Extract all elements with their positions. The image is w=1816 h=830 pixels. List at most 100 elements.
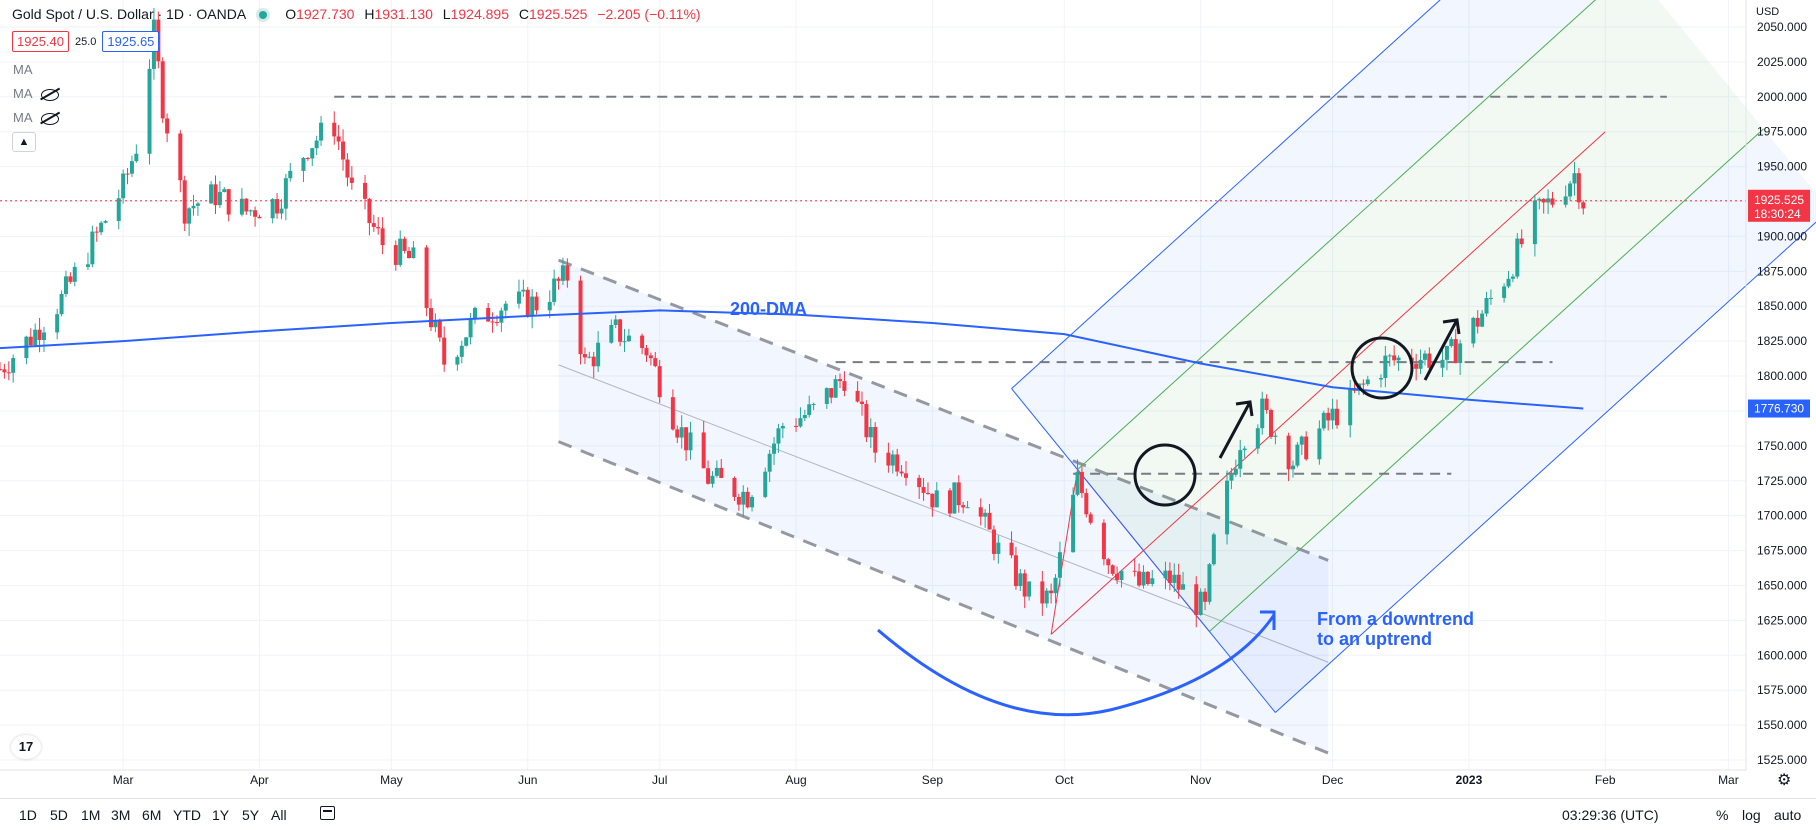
- time-axis[interactable]: Mar Apr May Jun Jul Aug Sep Oct Nov Dec 2023 Feb Mar: [0, 769, 1746, 787]
- tradingview-logo[interactable]: 17: [11, 735, 41, 759]
- candle-body: [1137, 571, 1142, 586]
- candle-body: [1203, 591, 1208, 602]
- candle-body: [1334, 408, 1339, 426]
- calendar-icon[interactable]: [320, 806, 335, 820]
- candle-body: [670, 397, 675, 430]
- collapse-legend-button[interactable]: ▲: [12, 132, 36, 152]
- candle-body: [886, 452, 891, 466]
- candle-body: [1383, 355, 1388, 379]
- buy-button[interactable]: 1925.65: [102, 31, 160, 52]
- candle-body: [996, 542, 1001, 554]
- candle-body: [1119, 570, 1124, 580]
- candle-body: [33, 329, 38, 346]
- candle-body: [1418, 359, 1423, 369]
- candle-body: [437, 320, 442, 338]
- candle-body: [253, 210, 258, 217]
- range-1y-button[interactable]: 1Y: [212, 807, 230, 823]
- candle-body: [85, 264, 90, 267]
- candle-body: [1365, 379, 1370, 385]
- candle-body: [780, 425, 785, 429]
- price-axis[interactable]: USD 2050.000 2025.000 2000.000 1975.000 1950.…: [1745, 0, 1810, 770]
- candle-body: [596, 342, 601, 367]
- range-6m-button[interactable]: 6M: [142, 807, 162, 823]
- candle-body: [1502, 286, 1507, 298]
- u-turn-arrow: [877, 614, 1276, 717]
- candle-body: [433, 320, 438, 328]
- price-tick: 1800.000: [1757, 369, 1807, 383]
- price-tick: 1975.000: [1757, 125, 1807, 139]
- hidden-eye-icon[interactable]: [40, 112, 59, 125]
- candle-body: [855, 390, 860, 402]
- candle-body: [1049, 590, 1054, 594]
- percent-toggle[interactable]: %: [1716, 807, 1729, 823]
- range-all-button[interactable]: All: [271, 807, 287, 823]
- candle-body: [2, 369, 7, 373]
- candle-body: [1387, 355, 1392, 357]
- time-tick: Jul: [652, 773, 667, 787]
- candle-body: [1106, 559, 1111, 566]
- candle-body: [1022, 573, 1027, 597]
- candle-body: [798, 418, 803, 427]
- candle-body: [1207, 564, 1212, 602]
- low-label: L: [442, 6, 451, 22]
- indicator-ma-3[interactable]: MA: [13, 110, 59, 125]
- candle-body: [1181, 584, 1186, 590]
- candle-body: [1449, 339, 1454, 347]
- utc-clock[interactable]: 03:29:36 (UTC): [1562, 807, 1659, 823]
- candle-body: [288, 170, 293, 179]
- symbol-legend: Gold Spot / U.S. Dollar · 1D · OANDA O19…: [12, 6, 701, 22]
- candle-body: [1260, 398, 1265, 429]
- range-ytd-button[interactable]: YTD: [173, 807, 201, 823]
- candle-body: [248, 210, 253, 212]
- candle-body: [895, 454, 900, 472]
- candle-body: [55, 314, 60, 333]
- pitchfork-inner-lower: [1209, 128, 1764, 632]
- candle-body: [1537, 198, 1542, 201]
- candle-body: [956, 482, 961, 506]
- hidden-eye-icon[interactable]: [40, 88, 59, 101]
- indicator-ma-2[interactable]: MA: [13, 86, 59, 101]
- indicator-label: MA: [13, 62, 33, 77]
- candle-body: [121, 173, 126, 199]
- quote-row: 1925.40 25.0 1925.65: [12, 31, 160, 52]
- candle-body: [684, 427, 689, 451]
- spread-value: 25.0: [75, 35, 97, 48]
- candle-body: [609, 324, 614, 343]
- candle-body: [618, 319, 623, 342]
- candle-body: [934, 490, 939, 508]
- candle-body: [1572, 173, 1577, 184]
- candle-body: [710, 475, 715, 484]
- candle-body: [341, 141, 346, 160]
- candle-body: [1519, 238, 1524, 245]
- candle-body: [1506, 278, 1511, 287]
- range-5d-button[interactable]: 5D: [50, 807, 68, 823]
- candle-body: [745, 491, 750, 508]
- log-toggle[interactable]: log: [1742, 807, 1761, 823]
- gear-icon[interactable]: ⚙: [1777, 772, 1792, 789]
- price-tick: 1525.000: [1757, 753, 1807, 767]
- range-3m-button[interactable]: 3M: [111, 807, 131, 823]
- indicator-ma-1[interactable]: MA: [13, 62, 33, 77]
- price-tick: 1700.000: [1757, 509, 1807, 523]
- candle-body: [160, 61, 165, 119]
- candle-body: [534, 296, 539, 311]
- auto-toggle[interactable]: auto: [1774, 807, 1802, 823]
- candle-body: [657, 366, 662, 398]
- range-1m-button[interactable]: 1M: [81, 807, 101, 823]
- last-price-tag: [1748, 189, 1810, 222]
- candle-body: [1084, 493, 1089, 515]
- range-5y-button[interactable]: 5Y: [242, 807, 260, 823]
- symbol-label[interactable]: Gold Spot / U.S. Dollar · 1D · OANDA: [12, 6, 246, 22]
- candle-body: [1546, 198, 1551, 203]
- time-tick: 2023: [1456, 773, 1483, 787]
- time-tick: Jun: [518, 773, 537, 787]
- range-1d-button[interactable]: 1D: [19, 807, 37, 823]
- candle-body: [244, 198, 249, 212]
- price-tick: 1650.000: [1757, 578, 1807, 592]
- candle-body: [811, 403, 816, 405]
- candle-body: [459, 345, 464, 357]
- time-tick: Mar: [113, 773, 134, 787]
- candle-body: [864, 404, 869, 438]
- sell-button[interactable]: 1925.40: [12, 31, 69, 52]
